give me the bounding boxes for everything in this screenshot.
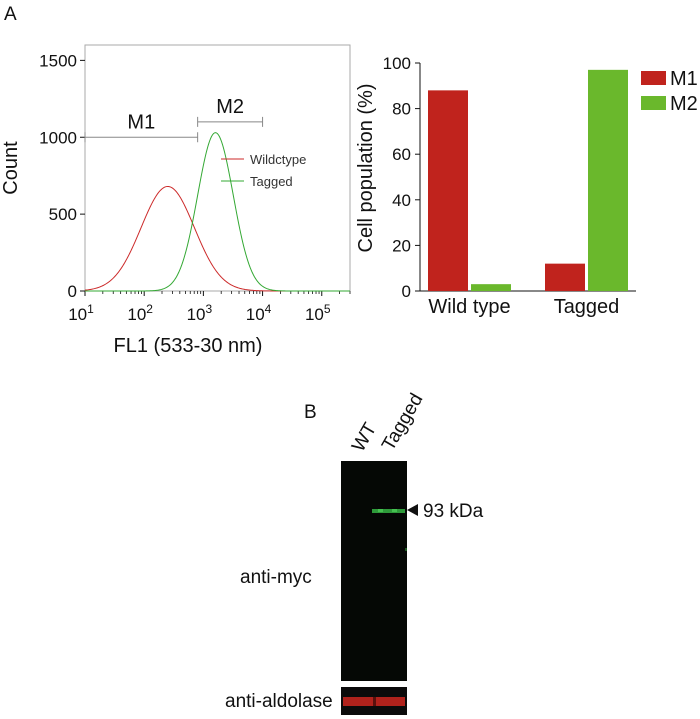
histogram-x-tick-label: 101 — [68, 302, 94, 324]
histogram-y-axis-title: Count — [0, 141, 22, 195]
western-blot: WT Tagged 93 kDa anti-myc anti-aldolase — [225, 390, 484, 715]
bar-y-ticks: 0 20 40 60 80 100 — [383, 54, 420, 301]
legend-tagged-label: Tagged — [250, 174, 293, 189]
histogram-x-tick-label: 104 — [246, 302, 272, 324]
bar-y-tick-label: 0 — [402, 282, 411, 301]
bar-wild-type-m2 — [471, 284, 511, 291]
bar-marks — [428, 69, 628, 291]
flow-histogram: 0 500 1000 1500 101 102 103 104 105 M1 M2 Wildct… — [0, 44, 351, 357]
panel-a-label: A — [4, 4, 17, 25]
aldolase-lane-gap — [373, 697, 376, 706]
histogram-y-ticks: 0 500 1000 1500 — [39, 51, 85, 301]
legend-m1-label: M1 — [670, 68, 698, 90]
histogram-gates: M1 M2 — [84, 96, 264, 143]
bar-tagged-m2 — [588, 69, 628, 291]
legend-wildtype-label: Wildctype — [250, 152, 306, 167]
histogram-y-tick-label: 0 — [68, 282, 77, 301]
histogram-x-tick-label: 103 — [187, 302, 213, 324]
bar-category-labels: Wild type Tagged — [428, 296, 619, 318]
lane-label-wt: WT — [348, 419, 381, 455]
band-arrow-icon — [407, 504, 418, 516]
bar-y-tick-label: 40 — [392, 191, 411, 210]
bar-tagged-m1 — [545, 263, 585, 291]
bar-y-tick-label: 60 — [392, 145, 411, 164]
bar-y-tick-label: 20 — [392, 236, 411, 255]
panel-b-label: B — [304, 402, 317, 423]
legend-m2-label: M2 — [670, 93, 698, 115]
anti-aldolase-label: anti-aldolase — [225, 691, 333, 712]
histogram-x-ticks: 101 102 103 104 105 — [68, 291, 351, 324]
histogram-curves — [84, 132, 350, 292]
bar-category-label: Wild type — [428, 296, 510, 318]
lane-label-tagged: Tagged — [378, 390, 427, 454]
histogram-legend: Wildctype Tagged — [221, 152, 306, 189]
histogram-x-tick-label: 102 — [127, 302, 153, 324]
bar-legend: M1 M2 — [641, 68, 698, 115]
bar-wild-type-m1 — [428, 90, 468, 291]
histogram-y-tick-label: 1500 — [39, 51, 77, 70]
anti-myc-label: anti-myc — [240, 567, 312, 588]
bar-y-tick-label: 100 — [383, 54, 411, 73]
histogram-curve-tagged — [85, 132, 350, 292]
gate-m2-label: M2 — [216, 96, 244, 118]
bar-y-tick-label: 80 — [392, 100, 411, 119]
legend-m1-swatch — [641, 71, 666, 85]
93kda-band — [372, 509, 405, 513]
histogram-frame — [84, 44, 351, 292]
histogram-y-tick-label: 500 — [49, 205, 77, 224]
histogram-x-axis-title: FL1 (533-30 nm) — [114, 335, 263, 357]
histogram-x-tick-label: 105 — [305, 302, 331, 324]
anti-myc-blot-image — [341, 461, 407, 681]
legend-m2-swatch — [641, 96, 666, 110]
histogram-curve-wildtype — [84, 185, 350, 292]
band-highlight-1 — [378, 509, 383, 512]
blot-speck — [405, 548, 407, 551]
gate-m1-label: M1 — [127, 111, 155, 133]
band-size-label: 93 kDa — [423, 501, 484, 522]
bar-category-label: Tagged — [554, 296, 620, 318]
histogram-y-tick-label: 1000 — [39, 128, 77, 147]
bar-y-axis-title: Cell population (%) — [355, 84, 377, 253]
population-bar-chart: 0 20 40 60 80 100 Wild type Tagged Cell popula… — [355, 54, 698, 318]
band-highlight-2 — [392, 509, 397, 512]
